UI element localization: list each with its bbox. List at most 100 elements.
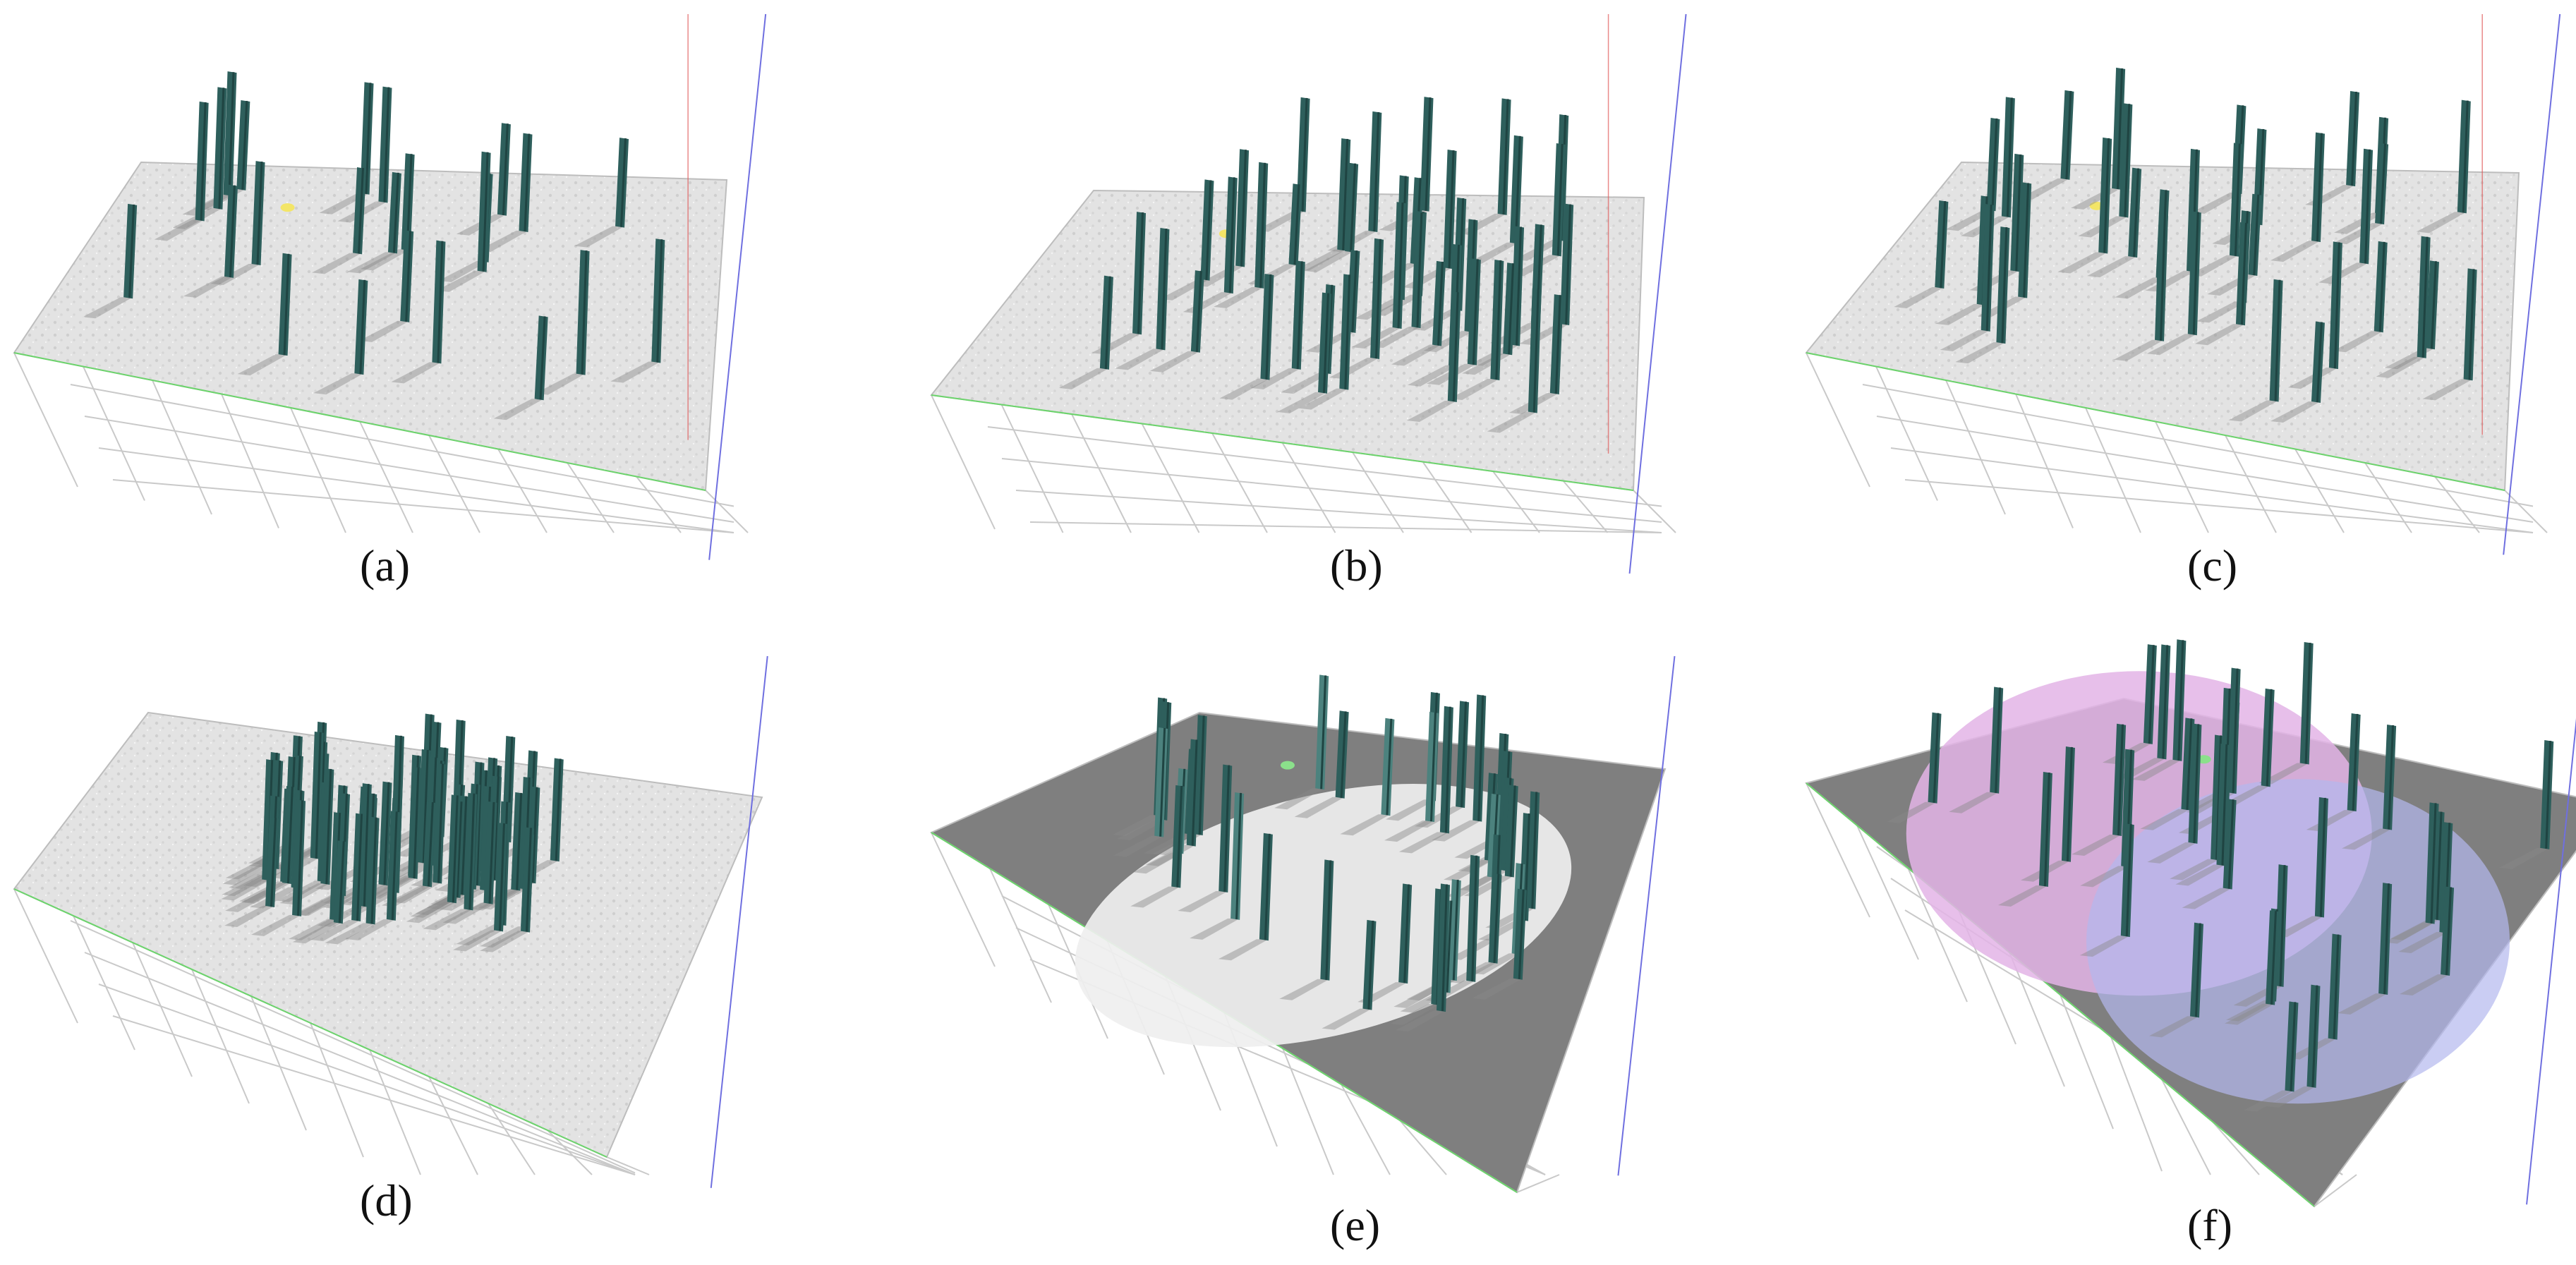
pillar-shadow	[2338, 993, 2388, 1015]
pillar-edge	[1452, 292, 1459, 402]
pillar-edge	[516, 792, 523, 890]
pillar-shadow	[1449, 378, 1500, 400]
pillar-shadow	[438, 260, 489, 282]
pillar-shadow	[2416, 212, 2467, 234]
scene-e	[929, 655, 1676, 1194]
pillar-edge	[2192, 212, 2199, 335]
pillar-shadow	[210, 264, 261, 286]
pillar-shadow	[1396, 1010, 1446, 1032]
pillar-shadow	[2270, 241, 2321, 262]
pillar-shadow	[453, 930, 504, 952]
pillar-edge	[2103, 138, 2110, 253]
pillar-shadow	[359, 320, 410, 342]
pillar-shadow	[478, 231, 528, 253]
pillar-edge	[1995, 687, 2002, 793]
pillar-edge	[2468, 269, 2475, 380]
pillar-edge	[2430, 261, 2437, 349]
pillar-edge	[359, 279, 366, 375]
pillar-edge	[1374, 238, 1381, 358]
pillars	[1894, 67, 2477, 423]
pillar-edge	[452, 795, 459, 903]
pillar-edge	[2234, 143, 2241, 256]
pillar-edge	[656, 239, 663, 363]
pillar-shadow	[391, 362, 442, 384]
pillar-edge	[1518, 889, 1525, 979]
pillar-shadow	[2140, 809, 2191, 830]
pillar-edge	[2352, 713, 2359, 811]
pillar-edge	[1452, 880, 1459, 981]
pillar-edge	[338, 841, 345, 924]
pillar-shadow	[2196, 301, 2247, 323]
pillar-shadow	[1955, 342, 2006, 364]
z-axis-line	[2503, 13, 2561, 555]
pillar-edge	[2023, 183, 2030, 298]
pillar-edge	[1416, 212, 1423, 328]
pillar-edge	[2279, 865, 2286, 986]
x-axis-line	[13, 352, 706, 491]
pillar-shadow	[1432, 820, 1482, 842]
pillar-edge	[525, 828, 532, 932]
pillar-edge	[581, 250, 588, 375]
pillars	[221, 713, 564, 952]
pillar-edge	[128, 204, 135, 298]
pillar-edge	[392, 172, 399, 253]
pillar-edge	[1471, 855, 1478, 981]
panel-f	[1804, 639, 2576, 1208]
pillar-shadow	[1113, 815, 1163, 837]
pillar-shadow	[535, 373, 586, 395]
pillar-edge	[1191, 739, 1198, 846]
pillar-edge	[492, 776, 500, 880]
pillar-shadow	[2334, 212, 2385, 234]
pillar-shadow	[1887, 801, 1937, 823]
panel-d	[13, 655, 811, 1188]
pillar-edge	[1296, 261, 1303, 369]
scene-b	[930, 13, 1687, 574]
pillar-shadow	[423, 909, 473, 931]
panel-c	[1805, 13, 2576, 555]
pillar-edge	[297, 800, 304, 916]
light-marker	[1280, 761, 1295, 770]
pillar-edge	[427, 802, 434, 887]
pillar-edge	[283, 253, 290, 356]
pillar-edge	[2421, 236, 2429, 358]
pillar-edge	[1176, 785, 1183, 888]
pillar-edge	[2383, 883, 2390, 995]
pillar-shadow	[325, 923, 375, 945]
pillar-shadow	[251, 914, 302, 936]
pillar-edge	[2445, 887, 2453, 976]
pillar-edge	[2311, 985, 2318, 1087]
pillar-edge	[1386, 718, 1393, 816]
pillar-shadow	[2115, 277, 2165, 299]
pillar-edge	[1441, 884, 1448, 1012]
pillar-shadow	[83, 297, 133, 319]
pillar-edge	[1403, 884, 1410, 983]
pillar-edge	[2125, 824, 2132, 937]
pillar-edge	[2006, 97, 2013, 217]
x-axis-line	[1806, 352, 2505, 491]
pillar-shadow	[442, 902, 493, 924]
pillar-shadow	[312, 253, 363, 274]
pillar-shadow	[2188, 255, 2239, 277]
pillar-shadow	[2175, 864, 2226, 886]
pillar-edge	[1502, 99, 1509, 214]
pillar-edge	[228, 72, 235, 195]
pillar-edge	[1104, 276, 1111, 369]
pillar-shadow	[2258, 763, 2309, 785]
pillar-edge	[365, 83, 372, 194]
pillar-shadow	[2170, 859, 2220, 880]
pillar-shadow	[456, 924, 507, 946]
pillar-edge	[2177, 640, 2184, 761]
pillar-edge	[422, 749, 429, 864]
pillar-edge	[2430, 803, 2437, 924]
caption-f: (f)	[2187, 1200, 2232, 1250]
pillar-shadow	[2148, 1016, 2199, 1038]
pillar-edge	[325, 768, 332, 885]
scene-a	[13, 13, 767, 560]
pillar-edge	[270, 818, 277, 907]
ground-grid	[931, 394, 1676, 533]
pillar-edge	[468, 793, 476, 910]
pillar-shadow	[2318, 262, 2369, 284]
pillar-shadow	[1370, 327, 1421, 349]
pillar-shadow	[1279, 979, 1330, 1000]
ground-grid	[13, 352, 749, 533]
